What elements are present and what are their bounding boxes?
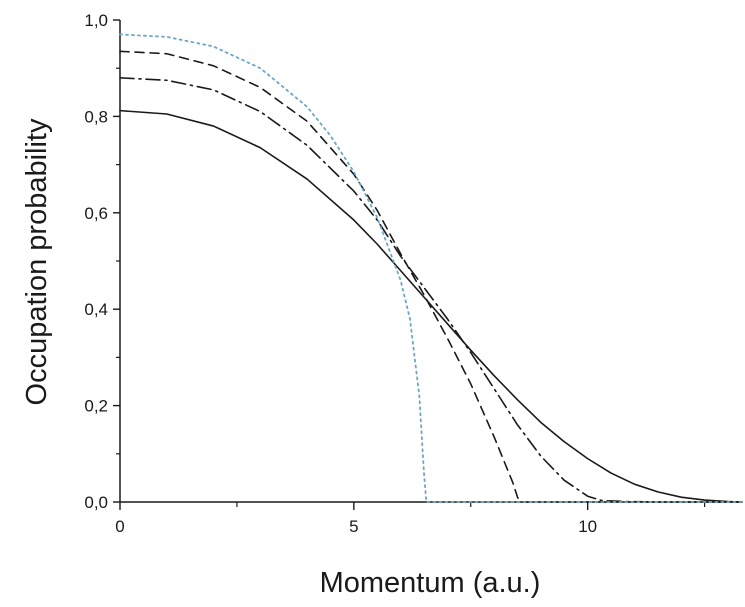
y-axis-title: Occupation probability <box>21 118 53 405</box>
series-line-dotted <box>119 33 743 503</box>
x-tick-label: 5 <box>349 517 358 536</box>
y-tick-label: 0,2 <box>84 397 108 416</box>
y-tick-label: 0,4 <box>84 300 108 319</box>
series-line-dashed <box>119 50 743 503</box>
y-tick-label: 0,6 <box>84 204 108 223</box>
y-tick-label: 1,0 <box>84 11 108 30</box>
x-tick-label: 0 <box>115 517 124 536</box>
axis-ticks: 0,0 0,2 0,4 0,6 0,8 1,0 0 5 10 <box>84 11 706 536</box>
x-tick-label: 10 <box>578 517 597 536</box>
series-line-solid <box>119 109 743 503</box>
y-tick-label: 0,0 <box>84 493 108 512</box>
series-group <box>119 33 743 503</box>
y-tick-label: 0,8 <box>84 107 108 126</box>
x-axis-title: Momentum (a.u.) <box>320 567 541 599</box>
series-line-dash-dot <box>119 77 743 503</box>
